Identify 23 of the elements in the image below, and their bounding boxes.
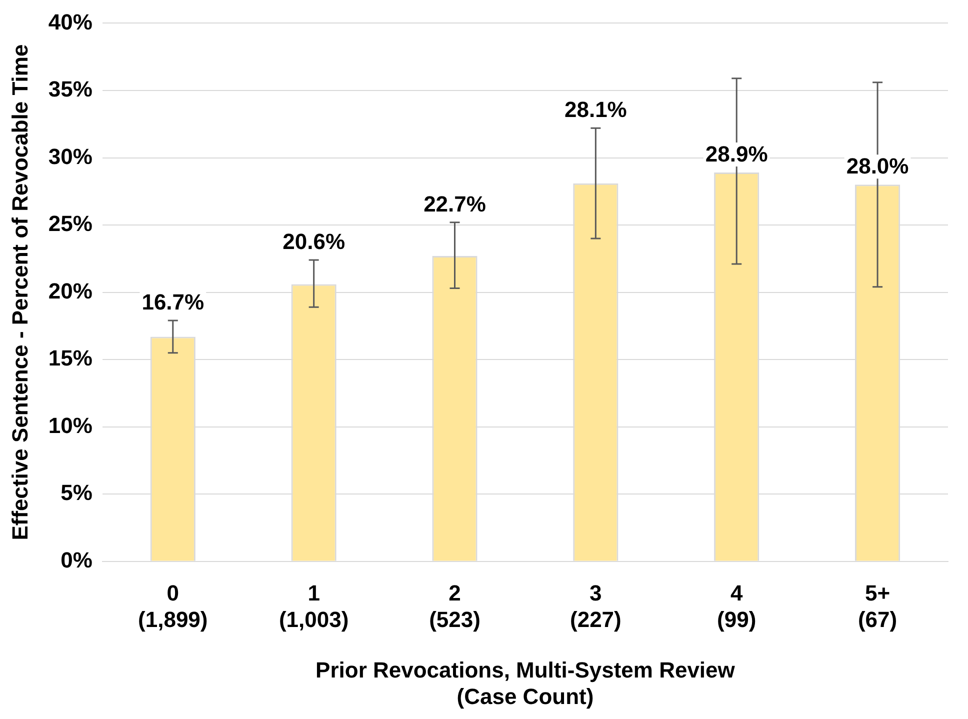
data-label: 20.6% (282, 229, 346, 254)
data-label: 28.0% (846, 154, 909, 179)
y-axis-title: Effective Sentence - Percent of Revocable Time (7, 44, 32, 540)
x-tick-label: 3 (227) (570, 580, 622, 632)
y-tick-label: 10% (48, 412, 92, 438)
y-tick-label: 25% (48, 211, 92, 236)
y-tick-label: 35% (48, 76, 92, 102)
y-tick-label: 5% (60, 480, 92, 506)
data-label: 16.7% (142, 290, 204, 315)
x-tick-label: 4 (99) (717, 580, 756, 632)
x-tick-label: 0 (1,899) (138, 580, 208, 632)
data-label: 28.9% (705, 142, 768, 167)
y-tick-label: 30% (48, 144, 92, 169)
x-tick-label: 2 (523) (429, 580, 480, 632)
x-tick-label: 5+ (67) (858, 580, 898, 632)
y-tick-label: 20% (48, 278, 92, 304)
data-label: 22.7% (424, 191, 486, 216)
y-tick-label: 0% (60, 547, 92, 572)
data-label: 28.1% (564, 97, 627, 122)
x-tick-label: 1 (1,003) (278, 580, 349, 632)
y-tick-label: 15% (48, 346, 92, 371)
y-tick-label: 40% (48, 9, 92, 34)
x-axis-title: Prior Revocations, Multi-System Review (Case Count) (316, 657, 736, 709)
